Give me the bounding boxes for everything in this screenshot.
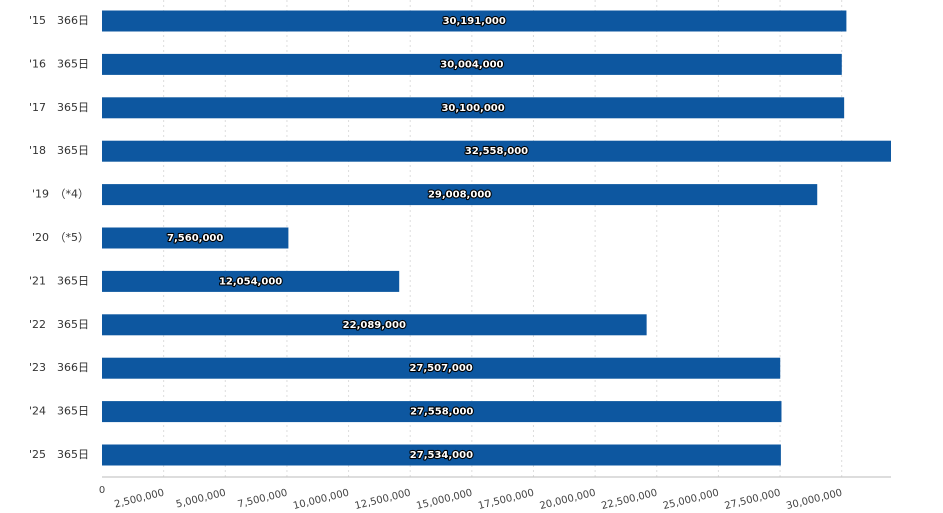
- value-label: 32,558,000: [465, 146, 528, 157]
- category-label: '24 365日: [29, 405, 89, 418]
- category-label: '16 365日: [29, 57, 89, 70]
- value-label: 22,089,000: [343, 320, 406, 331]
- category-label: '20 （*5）: [32, 231, 89, 244]
- category-label: '19 （*4）: [32, 188, 89, 201]
- bar: [102, 184, 818, 206]
- x-tick-label: 7,500,000: [237, 488, 289, 511]
- x-tick-label: 0: [99, 485, 105, 496]
- value-label: 27,558,000: [410, 407, 473, 418]
- value-label: 29,008,000: [428, 190, 491, 201]
- x-tick-label: 12,500,000: [354, 488, 412, 513]
- value-label: 27,534,000: [410, 450, 473, 461]
- bar: [102, 10, 847, 32]
- x-tick-label: 15,000,000: [415, 488, 473, 513]
- category-label: '23 366日: [29, 361, 89, 374]
- value-label: 30,004,000: [440, 59, 503, 70]
- category-label: '22 365日: [29, 318, 89, 331]
- category-label: '21 365日: [29, 274, 89, 287]
- value-label: 30,191,000: [443, 16, 506, 27]
- x-tick-label: 2,500,000: [113, 488, 165, 511]
- x-tick-label: 27,500,000: [724, 488, 782, 513]
- x-tick-label: 30,000,000: [785, 488, 843, 513]
- x-tick-label: 17,500,000: [477, 488, 535, 513]
- category-label: '25 365日: [29, 448, 89, 461]
- value-label: 7,560,000: [167, 233, 223, 244]
- x-tick-label: 20,000,000: [539, 488, 597, 513]
- category-label: '17 365日: [29, 101, 89, 114]
- bar: [102, 357, 781, 379]
- bar: [102, 444, 781, 466]
- x-tick-label: 5,000,000: [175, 488, 227, 511]
- bar: [102, 140, 891, 162]
- x-tick-label: 22,500,000: [600, 488, 658, 513]
- value-label: 27,507,000: [409, 363, 472, 374]
- bar: [102, 97, 845, 119]
- value-label: 30,100,000: [441, 103, 504, 114]
- bar: [102, 53, 842, 75]
- value-label: 12,054,000: [219, 276, 282, 287]
- x-tick-label: 25,000,000: [662, 488, 720, 513]
- bar: [102, 401, 782, 423]
- category-label: '18 365日: [29, 144, 89, 157]
- bar: [102, 227, 289, 249]
- bar: [102, 314, 647, 336]
- bar: [102, 270, 400, 292]
- category-label: '15 366日: [29, 14, 89, 27]
- x-tick-label: 10,000,000: [292, 488, 350, 513]
